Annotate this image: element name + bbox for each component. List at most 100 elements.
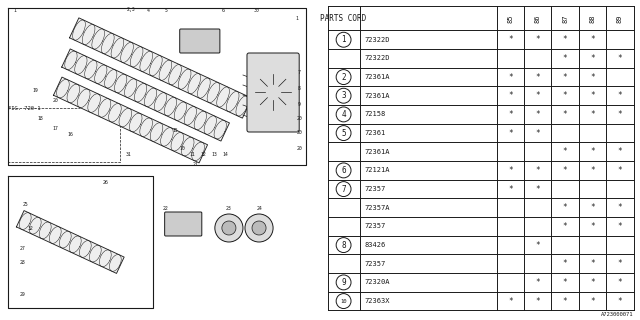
Text: *: * bbox=[563, 203, 568, 212]
Text: *: * bbox=[618, 297, 622, 306]
Text: *: * bbox=[536, 241, 540, 250]
Text: *: * bbox=[563, 222, 568, 231]
Text: 6: 6 bbox=[341, 166, 346, 175]
Text: *: * bbox=[590, 259, 595, 268]
Circle shape bbox=[336, 107, 351, 122]
Circle shape bbox=[336, 275, 351, 290]
Text: *: * bbox=[590, 222, 595, 231]
Text: 72361A: 72361A bbox=[364, 149, 390, 155]
Text: 72363X: 72363X bbox=[364, 298, 390, 304]
Text: *: * bbox=[563, 278, 568, 287]
Text: 7: 7 bbox=[298, 69, 301, 75]
Text: *: * bbox=[563, 73, 568, 82]
Text: 19: 19 bbox=[32, 87, 38, 92]
Text: *: * bbox=[563, 35, 568, 44]
Text: *: * bbox=[618, 110, 622, 119]
Text: 9: 9 bbox=[298, 102, 301, 108]
Text: 72320A: 72320A bbox=[364, 279, 390, 285]
Text: 72357: 72357 bbox=[364, 223, 385, 229]
Text: 1: 1 bbox=[341, 35, 346, 44]
Text: 9: 9 bbox=[341, 278, 346, 287]
Text: 72361A: 72361A bbox=[364, 93, 390, 99]
Text: *: * bbox=[536, 129, 540, 138]
Text: 88: 88 bbox=[589, 14, 595, 23]
Text: *: * bbox=[563, 259, 568, 268]
Text: 89: 89 bbox=[617, 14, 623, 23]
Text: *: * bbox=[508, 73, 513, 82]
Text: 8: 8 bbox=[298, 85, 301, 91]
Text: *: * bbox=[618, 166, 622, 175]
Circle shape bbox=[336, 125, 351, 140]
Text: 4: 4 bbox=[147, 7, 150, 12]
Text: *: * bbox=[508, 185, 513, 194]
Text: FIG. 720-1: FIG. 720-1 bbox=[8, 106, 40, 110]
Text: *: * bbox=[563, 166, 568, 175]
Text: *: * bbox=[590, 203, 595, 212]
Text: 22: 22 bbox=[163, 205, 168, 211]
FancyBboxPatch shape bbox=[247, 53, 299, 132]
Circle shape bbox=[252, 221, 266, 235]
Text: *: * bbox=[536, 185, 540, 194]
Text: 1: 1 bbox=[13, 7, 17, 12]
Polygon shape bbox=[70, 18, 252, 118]
Text: A723000071: A723000071 bbox=[601, 312, 634, 317]
Text: *: * bbox=[618, 203, 622, 212]
Circle shape bbox=[215, 214, 243, 242]
Text: 87: 87 bbox=[562, 14, 568, 23]
Text: *: * bbox=[563, 91, 568, 100]
Text: 14: 14 bbox=[222, 153, 228, 157]
Polygon shape bbox=[17, 211, 124, 273]
Text: 72357: 72357 bbox=[364, 261, 385, 267]
Text: 2,3: 2,3 bbox=[126, 7, 135, 12]
Text: *: * bbox=[508, 166, 513, 175]
Text: 12: 12 bbox=[200, 153, 205, 157]
Text: *: * bbox=[590, 297, 595, 306]
Text: *: * bbox=[590, 147, 595, 156]
Circle shape bbox=[245, 214, 273, 242]
Text: 13: 13 bbox=[211, 153, 217, 157]
Circle shape bbox=[336, 32, 351, 47]
Text: *: * bbox=[536, 91, 540, 100]
Text: 72357A: 72357A bbox=[364, 205, 390, 211]
Circle shape bbox=[336, 69, 351, 84]
Text: 24: 24 bbox=[256, 205, 262, 211]
Text: 29: 29 bbox=[19, 292, 25, 298]
Text: *: * bbox=[536, 297, 540, 306]
Text: 20: 20 bbox=[52, 98, 58, 102]
Circle shape bbox=[336, 88, 351, 103]
Text: 1: 1 bbox=[296, 15, 299, 20]
Text: 4: 4 bbox=[341, 110, 346, 119]
Text: *: * bbox=[508, 91, 513, 100]
Text: *: * bbox=[508, 35, 513, 44]
Text: 18: 18 bbox=[37, 116, 43, 121]
Text: 27: 27 bbox=[19, 245, 25, 251]
Text: *: * bbox=[590, 166, 595, 175]
Text: *: * bbox=[590, 91, 595, 100]
Text: *: * bbox=[618, 222, 622, 231]
Text: 72357: 72357 bbox=[364, 186, 385, 192]
FancyBboxPatch shape bbox=[164, 212, 202, 236]
Text: 20: 20 bbox=[296, 146, 302, 150]
Text: *: * bbox=[618, 147, 622, 156]
Polygon shape bbox=[54, 77, 207, 163]
Text: 15: 15 bbox=[173, 127, 179, 132]
Text: 10: 10 bbox=[340, 299, 347, 304]
Text: 72361: 72361 bbox=[364, 130, 385, 136]
Text: *: * bbox=[563, 110, 568, 119]
Text: *: * bbox=[590, 110, 595, 119]
Text: PARTS CORD: PARTS CORD bbox=[321, 14, 367, 23]
Text: 26: 26 bbox=[102, 180, 108, 186]
Text: 28: 28 bbox=[19, 260, 25, 265]
Text: 21: 21 bbox=[193, 163, 198, 167]
Text: *: * bbox=[618, 278, 622, 287]
Text: 17: 17 bbox=[52, 125, 58, 131]
Text: 20: 20 bbox=[296, 116, 302, 121]
Text: 83426: 83426 bbox=[364, 242, 385, 248]
Text: *: * bbox=[508, 297, 513, 306]
Circle shape bbox=[336, 293, 351, 308]
Text: 72121A: 72121A bbox=[364, 167, 390, 173]
Text: *: * bbox=[618, 259, 622, 268]
Text: 85: 85 bbox=[508, 14, 513, 23]
Text: 5: 5 bbox=[341, 129, 346, 138]
Text: 23: 23 bbox=[226, 205, 232, 211]
